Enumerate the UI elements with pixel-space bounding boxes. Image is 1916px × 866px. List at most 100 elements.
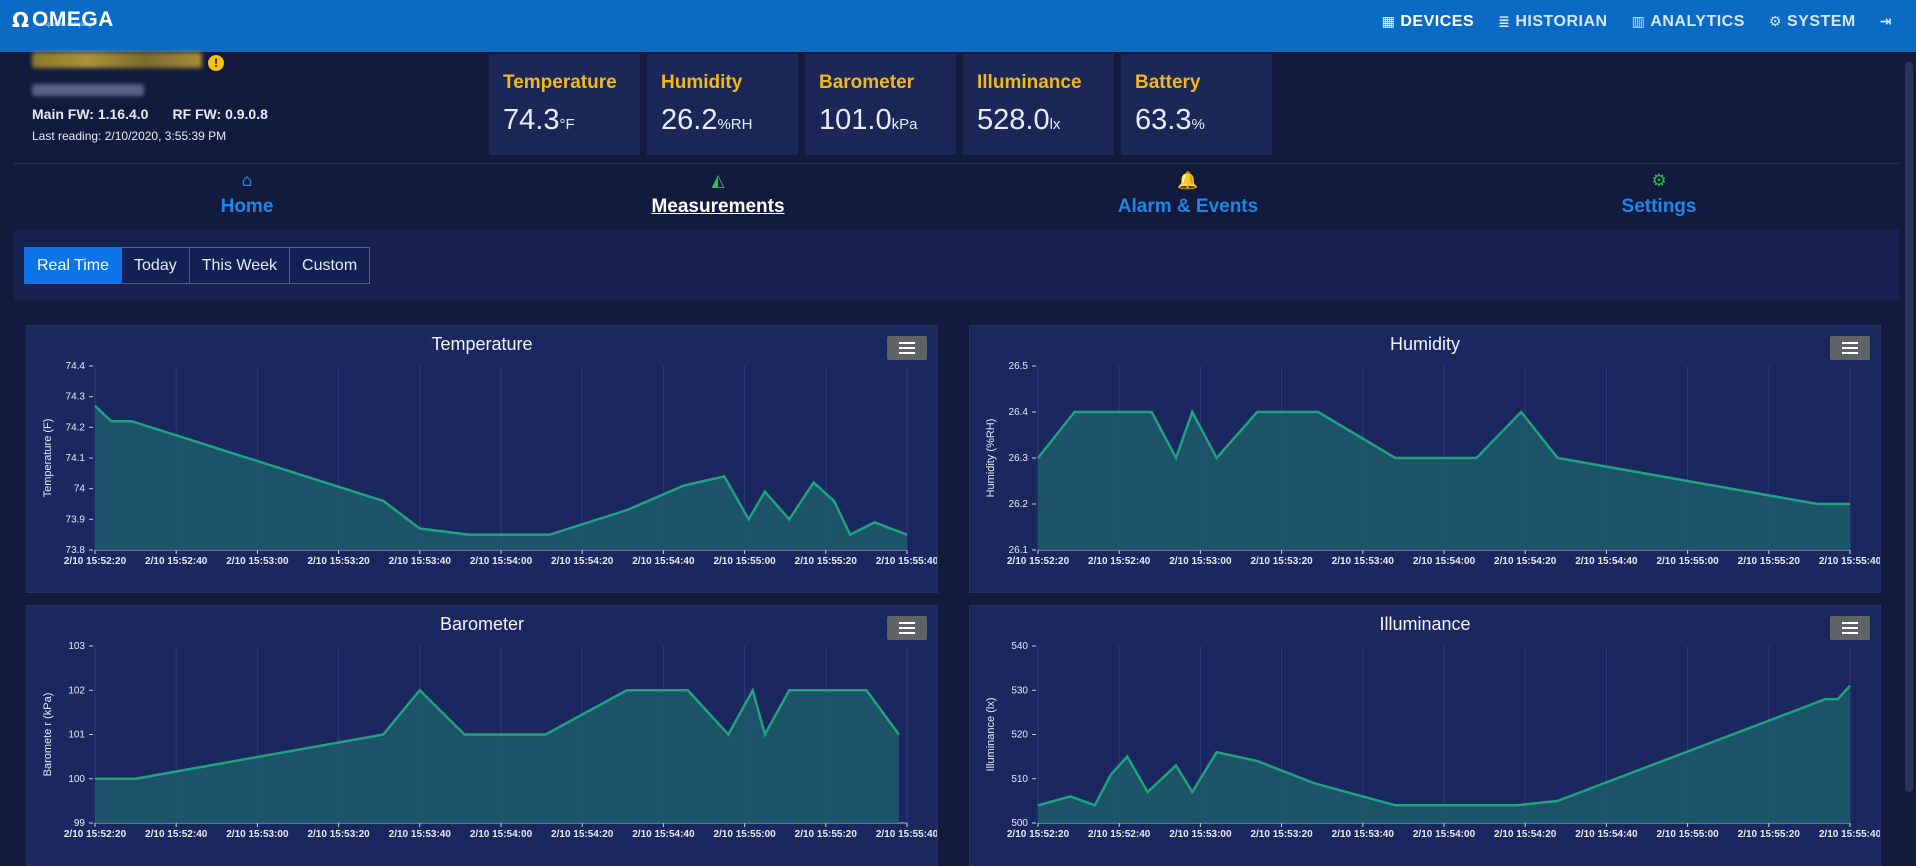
series-area bbox=[95, 690, 899, 823]
data-point bbox=[1557, 800, 1559, 802]
divider bbox=[14, 163, 1899, 164]
data-point bbox=[1317, 411, 1319, 413]
x-tick-label: 2/10 15:53:40 bbox=[389, 829, 452, 840]
data-point bbox=[1147, 791, 1149, 793]
area-chart-icon: ◭ bbox=[711, 171, 725, 191]
card-temperature: Temperature 74.3°F bbox=[489, 54, 640, 155]
data-point bbox=[1520, 411, 1522, 413]
nav-historian[interactable]: ≣ HISTORIAN bbox=[1498, 13, 1607, 31]
x-tick-label: 2/10 15:55:00 bbox=[1656, 556, 1719, 567]
logout-button[interactable]: ⇥ bbox=[1880, 14, 1892, 30]
tab-measurements[interactable]: ◭ Measurements bbox=[618, 170, 818, 218]
scrollbar-thumb[interactable] bbox=[1905, 62, 1913, 792]
x-tick-label: 2/10 15:53:00 bbox=[1169, 556, 1232, 567]
x-tick-label: 2/10 15:54:20 bbox=[551, 829, 614, 840]
temperature-chart: Temperature 2/10 15:52:20 2/10 15:52:40 2/1… bbox=[26, 325, 938, 593]
x-tick-label: 2/10 15:55:40 bbox=[876, 829, 937, 840]
y-tick-label: 500 bbox=[1011, 818, 1028, 829]
chart-title: Temperature bbox=[431, 334, 532, 354]
data-point bbox=[110, 420, 112, 422]
y-tick-label: 26.3 bbox=[1009, 453, 1029, 464]
y-tick-label: 99 bbox=[74, 818, 86, 829]
data-point bbox=[1849, 503, 1851, 505]
range-custom-button[interactable]: Custom bbox=[289, 247, 371, 284]
x-tick-label: 2/10 15:53:00 bbox=[1169, 829, 1232, 840]
nav-devices[interactable]: ▦ DEVICES bbox=[1382, 13, 1474, 31]
data-point bbox=[1175, 457, 1177, 459]
card-unit: kPa bbox=[891, 116, 918, 133]
data-point bbox=[1849, 685, 1851, 687]
data-point bbox=[1557, 457, 1559, 459]
data-point bbox=[1175, 764, 1177, 766]
x-tick-label: 2/10 15:53:40 bbox=[1332, 556, 1395, 567]
data-point bbox=[94, 405, 96, 407]
chart-menu-button[interactable] bbox=[887, 616, 927, 640]
nav-system[interactable]: ⚙ SYSTEM bbox=[1769, 13, 1856, 31]
data-point bbox=[1394, 457, 1396, 459]
y-tick-label: 540 bbox=[1011, 641, 1028, 652]
data-point bbox=[906, 534, 908, 536]
series-area bbox=[1038, 412, 1850, 550]
x-tick-label: 2/10 15:53:20 bbox=[307, 556, 370, 567]
data-point bbox=[833, 500, 835, 502]
bar-chart-icon: ▥ bbox=[1631, 14, 1646, 30]
chart-menu-button[interactable] bbox=[1830, 336, 1870, 360]
x-tick-label: 2/10 15:55:40 bbox=[1819, 556, 1880, 567]
data-point bbox=[1256, 760, 1258, 762]
x-tick-label: 2/10 15:55:20 bbox=[1738, 556, 1801, 567]
x-tick-label: 2/10 15:54:40 bbox=[632, 829, 695, 840]
tab-home[interactable]: ⌂ Home bbox=[147, 170, 347, 218]
vertical-scrollbar[interactable] bbox=[1902, 52, 1916, 866]
data-point bbox=[545, 734, 547, 735]
data-point bbox=[874, 521, 876, 523]
main-nav: ▦ DEVICES ≣ HISTORIAN ▥ ANALYTICS ⚙ SYST… bbox=[1382, 0, 1892, 44]
data-point bbox=[687, 689, 689, 691]
device-tabs: ⌂ Home ◭ Measurements 🔔 Alarm & Events ⚙… bbox=[14, 164, 1899, 228]
x-tick-label: 2/10 15:55:20 bbox=[795, 556, 858, 567]
rf-fw: RF FW: 0.9.0.8 bbox=[172, 106, 268, 122]
chart-menu-button[interactable] bbox=[1830, 616, 1870, 640]
tab-settings[interactable]: ⚙ Settings bbox=[1559, 170, 1759, 218]
y-tick-label: 510 bbox=[1011, 774, 1028, 785]
range-real-time-button[interactable]: Real Time bbox=[24, 247, 123, 284]
data-point bbox=[1216, 751, 1218, 753]
data-point bbox=[1516, 804, 1518, 806]
x-tick-label: 2/10 15:54:40 bbox=[1575, 829, 1638, 840]
data-point bbox=[865, 689, 867, 691]
range-this-week-button[interactable]: This Week bbox=[188, 247, 291, 284]
card-barometer: Barometer 101.0kPa bbox=[805, 54, 956, 155]
y-axis-label: Humidity (%RH) bbox=[985, 419, 997, 498]
y-tick-label: 26.4 bbox=[1009, 407, 1029, 418]
data-point bbox=[764, 734, 766, 735]
tab-alarm-events[interactable]: 🔔 Alarm & Events bbox=[1088, 170, 1288, 218]
home-icon: ⌂ bbox=[241, 171, 253, 191]
illuminance-chart-svg: Illuminance 2/10 15:52:20 2/10 15:52:40 2/1… bbox=[985, 614, 1880, 840]
time-range-group: Real Time Today This Week Custom bbox=[24, 247, 371, 284]
chart-title: Illuminance bbox=[1379, 614, 1470, 634]
data-point bbox=[135, 778, 137, 780]
data-point bbox=[1216, 457, 1218, 459]
data-point bbox=[626, 689, 628, 691]
range-today-button[interactable]: Today bbox=[121, 247, 190, 284]
data-point bbox=[1256, 411, 1258, 413]
data-point bbox=[1094, 804, 1096, 806]
card-value: 74.3 bbox=[503, 104, 560, 136]
device-id-redacted bbox=[32, 52, 202, 68]
data-point bbox=[131, 420, 133, 422]
metric-cards: Temperature 74.3°F Humidity 26.2%RH Baro… bbox=[489, 54, 1272, 155]
omega-logo[interactable]: Ω OMEGA bbox=[12, 9, 114, 30]
nav-analytics[interactable]: ▥ ANALYTICS bbox=[1632, 13, 1745, 31]
x-tick-label: 2/10 15:52:40 bbox=[145, 556, 208, 567]
card-value: 528.0 bbox=[977, 104, 1050, 136]
data-point bbox=[468, 534, 470, 536]
y-tick-label: 26.1 bbox=[1009, 545, 1029, 556]
chart-menu-button[interactable] bbox=[887, 336, 927, 360]
y-tick-label: 74 bbox=[74, 484, 86, 495]
warning-icon[interactable]: ! bbox=[208, 55, 224, 71]
barometer-chart-svg: Barometer 2/10 15:52:20 2/10 15:52:40 2/10 … bbox=[42, 614, 937, 840]
x-tick-label: 2/10 15:53:20 bbox=[1250, 829, 1313, 840]
tab-home-label: Home bbox=[220, 196, 274, 217]
card-illuminance: Illuminance 528.0lx bbox=[963, 54, 1114, 155]
x-tick-label: 2/10 15:55:20 bbox=[1738, 829, 1801, 840]
chart-title: Barometer bbox=[440, 614, 524, 634]
